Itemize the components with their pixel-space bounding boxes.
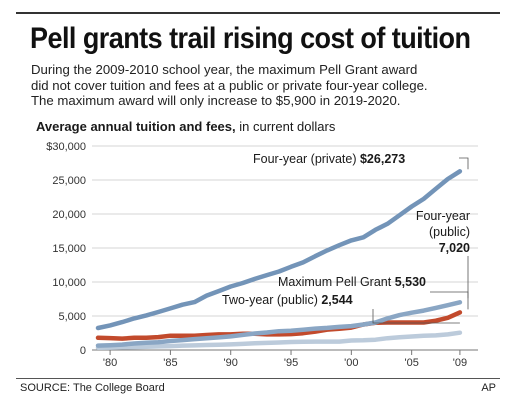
series-label-four-year-private: Four-year (private) $26,273 <box>253 152 405 166</box>
series-end-value: $26,273 <box>360 152 405 166</box>
description-line: The maximum award will only increase to … <box>31 93 401 108</box>
series-end-value: 5,530 <box>395 275 426 289</box>
series-end-value-four-year-public: 7,020 <box>439 241 470 255</box>
y-tick-label: $30,000 <box>46 141 86 153</box>
leader-line <box>372 309 460 324</box>
series-label-maximum-pell-grant: Maximum Pell Grant 5,530 <box>278 275 426 289</box>
credit: AP <box>481 382 496 394</box>
x-tick-label: '85 <box>163 357 177 369</box>
series-line-four-year-private <box>95 169 463 331</box>
series-end-value: 2,544 <box>321 293 352 307</box>
y-tick-label: 0 <box>80 345 86 357</box>
bottom-rule <box>16 378 500 379</box>
y-tick-label: 25,000 <box>52 175 86 187</box>
x-tick-label: '05 <box>404 357 418 369</box>
chart-heading: Average annual tuition and fees, in curr… <box>36 119 335 134</box>
y-tick-label: 20,000 <box>52 209 86 221</box>
x-tick-label: '80 <box>103 357 117 369</box>
chart-heading-normal: in current dollars <box>235 119 336 134</box>
chart-heading-bold: Average annual tuition and fees, <box>36 119 236 134</box>
series-line-maximum-pell-grant <box>95 310 463 341</box>
leader-line <box>430 291 469 310</box>
series-label-four-year-public: Four-year <box>416 209 470 223</box>
series-label-two-year-public: Two-year (public) 2,544 <box>222 293 353 307</box>
series-line-four-year-public <box>95 300 463 348</box>
y-tick-label: 15,000 <box>52 243 86 255</box>
description-line: During the 2009-2010 school year, the ma… <box>31 62 418 77</box>
x-tick-label: '90 <box>224 357 238 369</box>
x-tick-label: '09 <box>453 357 467 369</box>
x-tick-label: '00 <box>344 357 358 369</box>
series-line-two-year-public <box>95 330 463 351</box>
headline: Pell grants trail rising cost of tuition <box>30 22 471 55</box>
y-tick-label: 10,000 <box>52 277 86 289</box>
series-label-four-year-public-line2: (public) <box>429 225 470 239</box>
description: During the 2009-2010 school year, the ma… <box>31 62 501 109</box>
source-note: SOURCE: The College Board <box>20 382 165 394</box>
y-tick-label: 5,000 <box>58 311 86 323</box>
x-tick-label: '95 <box>284 357 298 369</box>
top-rule <box>16 12 500 14</box>
description-line: did not cover tuition and fees at a publ… <box>31 77 428 93</box>
leader-line <box>459 157 469 170</box>
